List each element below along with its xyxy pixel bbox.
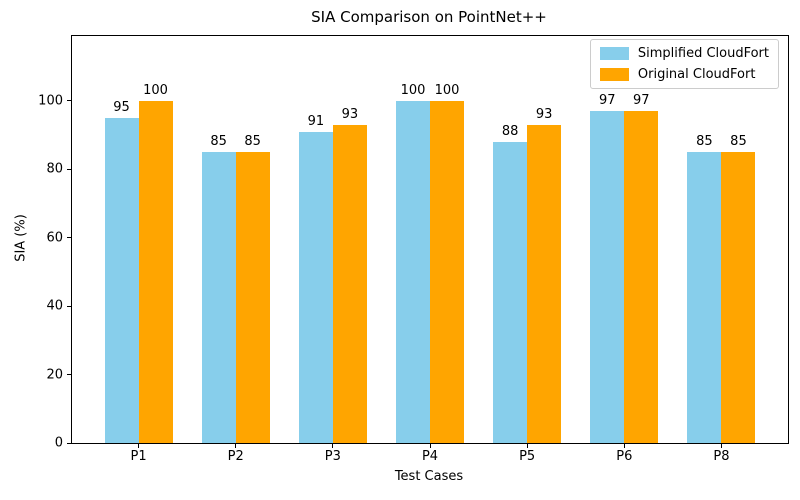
- y-tick-label: 40: [46, 298, 63, 314]
- bar: [430, 100, 464, 443]
- legend: Simplified CloudFort Original CloudFort: [589, 39, 779, 89]
- bar-value-label: 85: [730, 134, 747, 150]
- bar-value-label: 91: [307, 113, 325, 129]
- bar: [590, 111, 625, 443]
- y-tick-mark: [67, 305, 71, 307]
- y-tick-mark: [67, 374, 71, 376]
- bar-value-label: 85: [696, 134, 713, 150]
- x-tick-label: P2: [227, 449, 244, 464]
- legend-label-simplified-cloudfort: Simplified CloudFort: [637, 46, 769, 61]
- x-tick-mark: [138, 444, 140, 448]
- bar-value-label: 93: [341, 106, 359, 122]
- bar-value-label: 88: [501, 124, 519, 140]
- y-tick-mark: [67, 442, 71, 444]
- x-tick-mark: [526, 444, 528, 448]
- bar: [624, 111, 659, 443]
- x-tick-label: P6: [616, 449, 633, 464]
- bar: [493, 142, 528, 443]
- x-tick-mark: [429, 444, 431, 448]
- bar: [687, 152, 722, 443]
- y-axis-label: SIA (%): [13, 214, 29, 262]
- x-axis-label: Test Cases: [394, 469, 464, 484]
- bar: [395, 100, 430, 443]
- chart-title: SIA Comparison on PointNet++: [311, 8, 547, 26]
- x-tick-label: P4: [421, 449, 439, 464]
- bar-value-label: 100: [434, 82, 460, 98]
- x-tick-label: P1: [130, 449, 147, 464]
- y-tick-label: 0: [54, 435, 63, 451]
- bar: [104, 118, 139, 443]
- y-tick-label: 100: [38, 93, 63, 109]
- bar: [138, 100, 173, 443]
- bar: [235, 152, 270, 443]
- bar-value-label: 85: [244, 134, 261, 150]
- bar: [527, 124, 562, 443]
- bar-value-label: 97: [633, 93, 650, 109]
- y-tick-mark: [67, 237, 71, 239]
- x-tick-label: P8: [713, 449, 730, 464]
- bar: [332, 124, 367, 443]
- legend-item-simplified-cloudfort: Simplified CloudFort: [599, 46, 769, 61]
- x-tick-mark: [235, 444, 237, 448]
- bar: [721, 152, 756, 443]
- x-tick-mark: [720, 444, 722, 448]
- x-tick-label: P3: [324, 449, 341, 464]
- legend-swatch-simplified-cloudfort: [599, 47, 629, 60]
- y-tick-mark: [67, 100, 71, 102]
- bar-value-label: 85: [210, 134, 227, 150]
- legend-item-original-cloudfort: Original CloudFort: [599, 67, 769, 82]
- bar: [298, 131, 333, 443]
- y-tick-label: 20: [46, 367, 63, 383]
- bar-value-label: 95: [113, 100, 130, 116]
- x-tick-mark: [332, 444, 334, 448]
- bar: [201, 152, 236, 443]
- y-tick-label: 80: [46, 161, 63, 177]
- bar-value-label: 97: [599, 93, 616, 109]
- x-tick-mark: [623, 444, 625, 448]
- bar-value-label: 100: [143, 82, 168, 98]
- bar-value-label: 93: [535, 106, 553, 122]
- plot-area: Simplified CloudFort Original CloudFort …: [38, 35, 789, 463]
- legend-swatch-original-cloudfort: [599, 68, 629, 81]
- y-tick-mark: [67, 168, 71, 170]
- bar-value-label: 100: [400, 82, 426, 98]
- x-tick-label: P5: [519, 449, 536, 464]
- legend-label-original-cloudfort: Original CloudFort: [637, 67, 756, 82]
- y-tick-label: 60: [46, 230, 63, 246]
